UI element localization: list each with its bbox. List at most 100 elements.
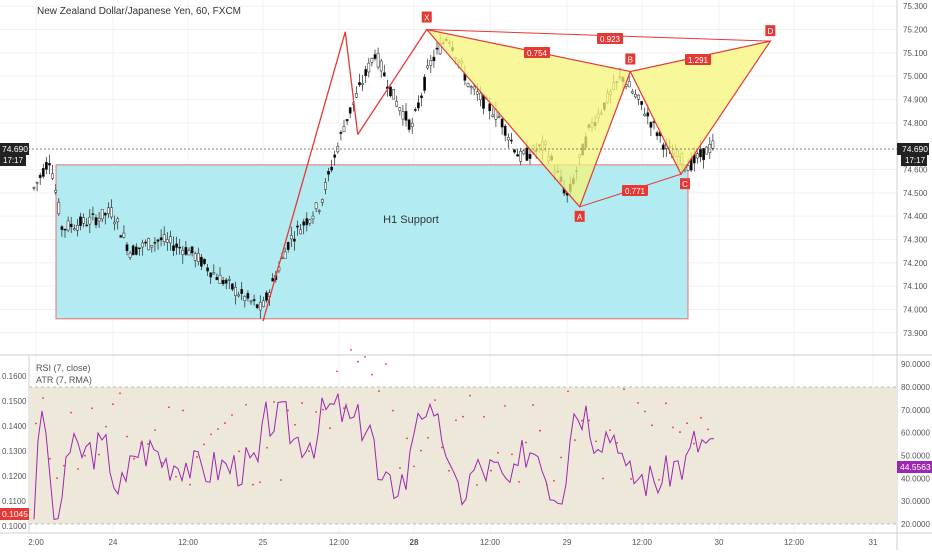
atr-tick-label: 0.1100 xyxy=(2,497,26,506)
candle-body xyxy=(398,107,402,112)
atr-point xyxy=(182,409,184,412)
atr-point xyxy=(448,469,450,472)
candle-body xyxy=(97,218,101,222)
support-zone-box xyxy=(55,164,689,320)
rsi-axis: 20.0000 30.0000 40.0000 50.0000 60.0000 70.00… xyxy=(901,360,930,529)
candle-body xyxy=(283,251,287,259)
candle-body xyxy=(41,168,45,177)
candle-body xyxy=(379,60,383,72)
candle-body xyxy=(407,119,411,130)
candle-body xyxy=(382,72,386,77)
candle-body xyxy=(88,216,92,225)
ratio-badge xyxy=(685,54,711,65)
atr-point xyxy=(679,431,681,433)
candle-body xyxy=(51,173,54,179)
atr-point xyxy=(539,429,541,432)
candle-body xyxy=(488,103,492,112)
candle-body xyxy=(156,239,160,242)
candle-body xyxy=(634,94,637,98)
price-tick-label: 74.800 xyxy=(903,119,928,128)
candle-body xyxy=(79,216,82,226)
point-label: X xyxy=(424,14,430,23)
candle-body xyxy=(519,151,523,162)
candle-body xyxy=(308,219,312,224)
candle-body xyxy=(404,111,408,121)
candle-body xyxy=(187,250,191,256)
atr-point xyxy=(511,453,513,456)
point-badge xyxy=(574,210,585,222)
candle-body xyxy=(696,153,699,159)
atr-point xyxy=(322,408,324,411)
atr-point xyxy=(385,363,387,366)
atr-point xyxy=(602,477,604,480)
trend-line xyxy=(357,29,428,135)
atr-tick-label: 0.1600 xyxy=(2,372,27,381)
atr-last-tag: 0.1045 xyxy=(0,508,29,520)
candle-body xyxy=(324,182,327,190)
atr-tick-label: 0.1000 xyxy=(2,522,27,531)
candle-body xyxy=(702,148,705,161)
candle-body xyxy=(491,114,495,117)
atr-point xyxy=(462,415,464,418)
price-tick-label: 74.600 xyxy=(903,165,928,174)
atr-point xyxy=(217,428,219,430)
trend-line xyxy=(262,31,346,322)
atr-point xyxy=(112,403,114,406)
countdown-value: 17:17 xyxy=(905,156,926,165)
atr-point xyxy=(336,370,338,373)
candle-body xyxy=(364,69,368,76)
atr-point xyxy=(637,402,639,404)
candle-body xyxy=(392,89,395,100)
candle-body xyxy=(224,279,228,284)
price-tick-label: 74.300 xyxy=(903,235,928,244)
candle-body xyxy=(45,161,48,170)
candle-body xyxy=(134,246,138,255)
price-tick-label: 75.300 xyxy=(903,2,928,11)
candle-body xyxy=(345,119,349,122)
atr-point xyxy=(35,422,37,425)
candle-body xyxy=(246,293,250,299)
candle-body xyxy=(510,139,513,142)
candle-body xyxy=(100,209,104,220)
candle-body xyxy=(376,53,380,68)
support-zone-label: H1 Support xyxy=(383,214,439,226)
candle-body xyxy=(72,228,76,231)
atr-point xyxy=(574,439,576,442)
candle-body xyxy=(215,277,219,281)
support-zone: H1 Support xyxy=(55,164,689,320)
atr-point xyxy=(399,467,401,469)
rsi-band xyxy=(29,387,897,524)
time-axis[interactable]: 2:00 24 12:00 25 12:00 28 12:00 29 12:00 30 12:00 3… xyxy=(28,538,878,547)
candle-body xyxy=(66,220,70,231)
point-label: D xyxy=(767,27,773,36)
trend-lines xyxy=(262,29,428,322)
candle-body xyxy=(314,202,318,209)
atr-point xyxy=(63,464,65,467)
candle-body xyxy=(497,116,501,118)
candle-body xyxy=(57,202,61,215)
atr-tick-label: 0.1200 xyxy=(2,472,27,481)
atr-point xyxy=(581,419,583,422)
atr-point xyxy=(238,450,240,453)
candle-body xyxy=(82,217,85,224)
atr-point xyxy=(497,451,499,454)
candle-body xyxy=(513,149,516,153)
atr-point xyxy=(567,390,569,393)
candle-body xyxy=(150,245,154,248)
candle-body xyxy=(699,148,702,158)
candle-body xyxy=(38,174,42,178)
atr-point xyxy=(91,407,93,410)
atr-tick-label: 0.1400 xyxy=(2,422,27,431)
atr-point xyxy=(105,425,107,428)
point-badge xyxy=(680,178,690,190)
atr-point xyxy=(546,483,548,486)
rsi-tick-label: 50.0000 xyxy=(901,452,930,461)
candle-body xyxy=(231,283,234,290)
atr-point xyxy=(420,449,422,452)
atr-point xyxy=(189,483,191,486)
candle-body xyxy=(172,245,175,251)
price-axis[interactable]: 73.900 74.000 74.100 74.200 74.300 74.400 74.5… xyxy=(903,2,928,338)
candle-body xyxy=(637,94,640,100)
atr-point xyxy=(609,429,611,432)
